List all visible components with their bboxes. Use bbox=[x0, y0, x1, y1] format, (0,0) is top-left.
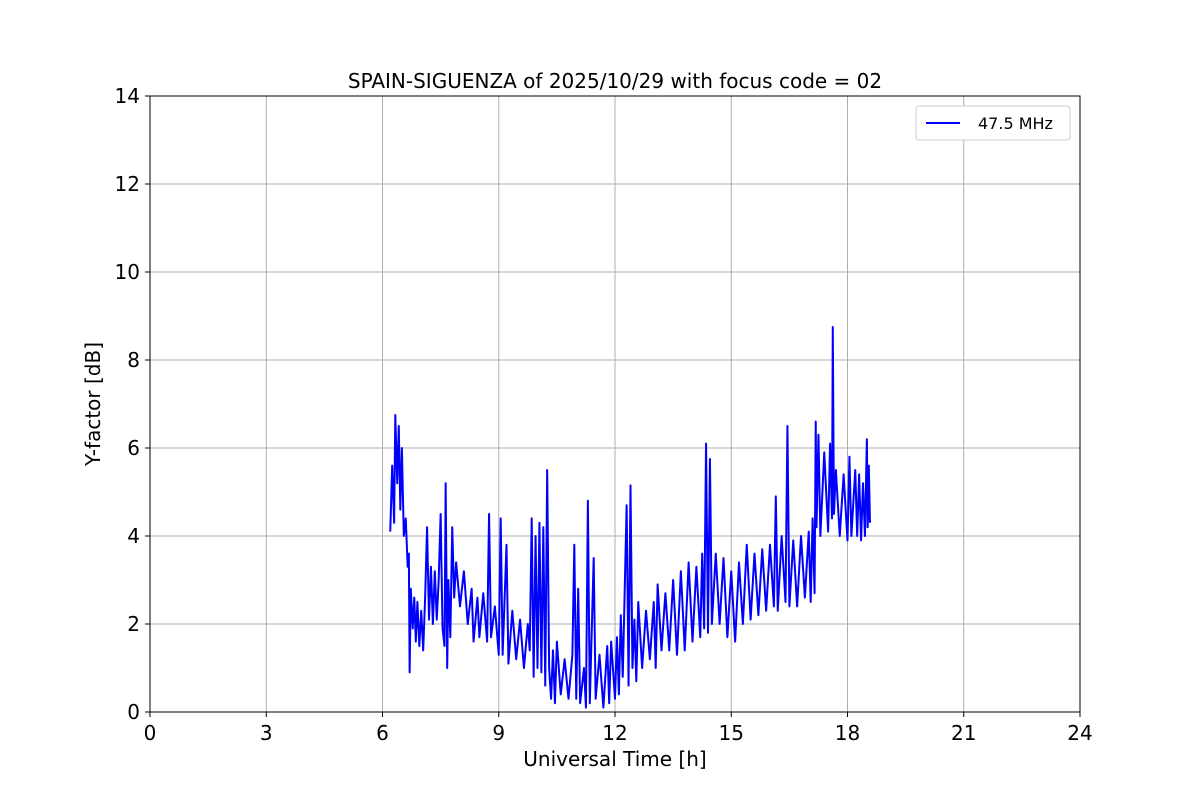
x-tick-label: 3 bbox=[260, 721, 273, 745]
series-line bbox=[389, 326, 871, 709]
x-axis-label: Universal Time [h] bbox=[523, 747, 706, 771]
x-tick-label: 6 bbox=[376, 721, 389, 745]
chart-title: SPAIN-SIGUENZA of 2025/10/29 with focus … bbox=[348, 69, 882, 93]
y-tick-label: 12 bbox=[115, 172, 140, 196]
x-tick-label: 24 bbox=[1067, 721, 1092, 745]
legend-label: 47.5 MHz bbox=[978, 114, 1053, 133]
x-tick-label: 0 bbox=[144, 721, 157, 745]
legend: 47.5 MHz bbox=[915, 105, 1071, 141]
legend-box bbox=[915, 105, 1071, 141]
y-tick-label: 0 bbox=[127, 700, 140, 724]
grid bbox=[149, 95, 1081, 713]
series-layer bbox=[389, 326, 871, 709]
y-tick-label: 4 bbox=[127, 524, 140, 548]
x-tick-label: 9 bbox=[492, 721, 505, 745]
y-tick-label: 8 bbox=[127, 348, 140, 372]
y-tick-label: 10 bbox=[115, 260, 140, 284]
y-tick-label: 6 bbox=[127, 436, 140, 460]
x-tick-label: 15 bbox=[719, 721, 744, 745]
y-axis-ticks: 0 2 4 6 8 10 12 14 bbox=[115, 84, 150, 724]
x-tick-label: 18 bbox=[835, 721, 860, 745]
y-tick-label: 2 bbox=[127, 612, 140, 636]
x-tick-label: 21 bbox=[951, 721, 976, 745]
y-tick-label: 14 bbox=[115, 84, 140, 108]
x-tick-label: 12 bbox=[602, 721, 627, 745]
y-axis-label: Y-factor [dB] bbox=[81, 342, 105, 467]
x-axis-ticks: 0 3 6 9 12 15 18 21 24 bbox=[144, 712, 1093, 745]
